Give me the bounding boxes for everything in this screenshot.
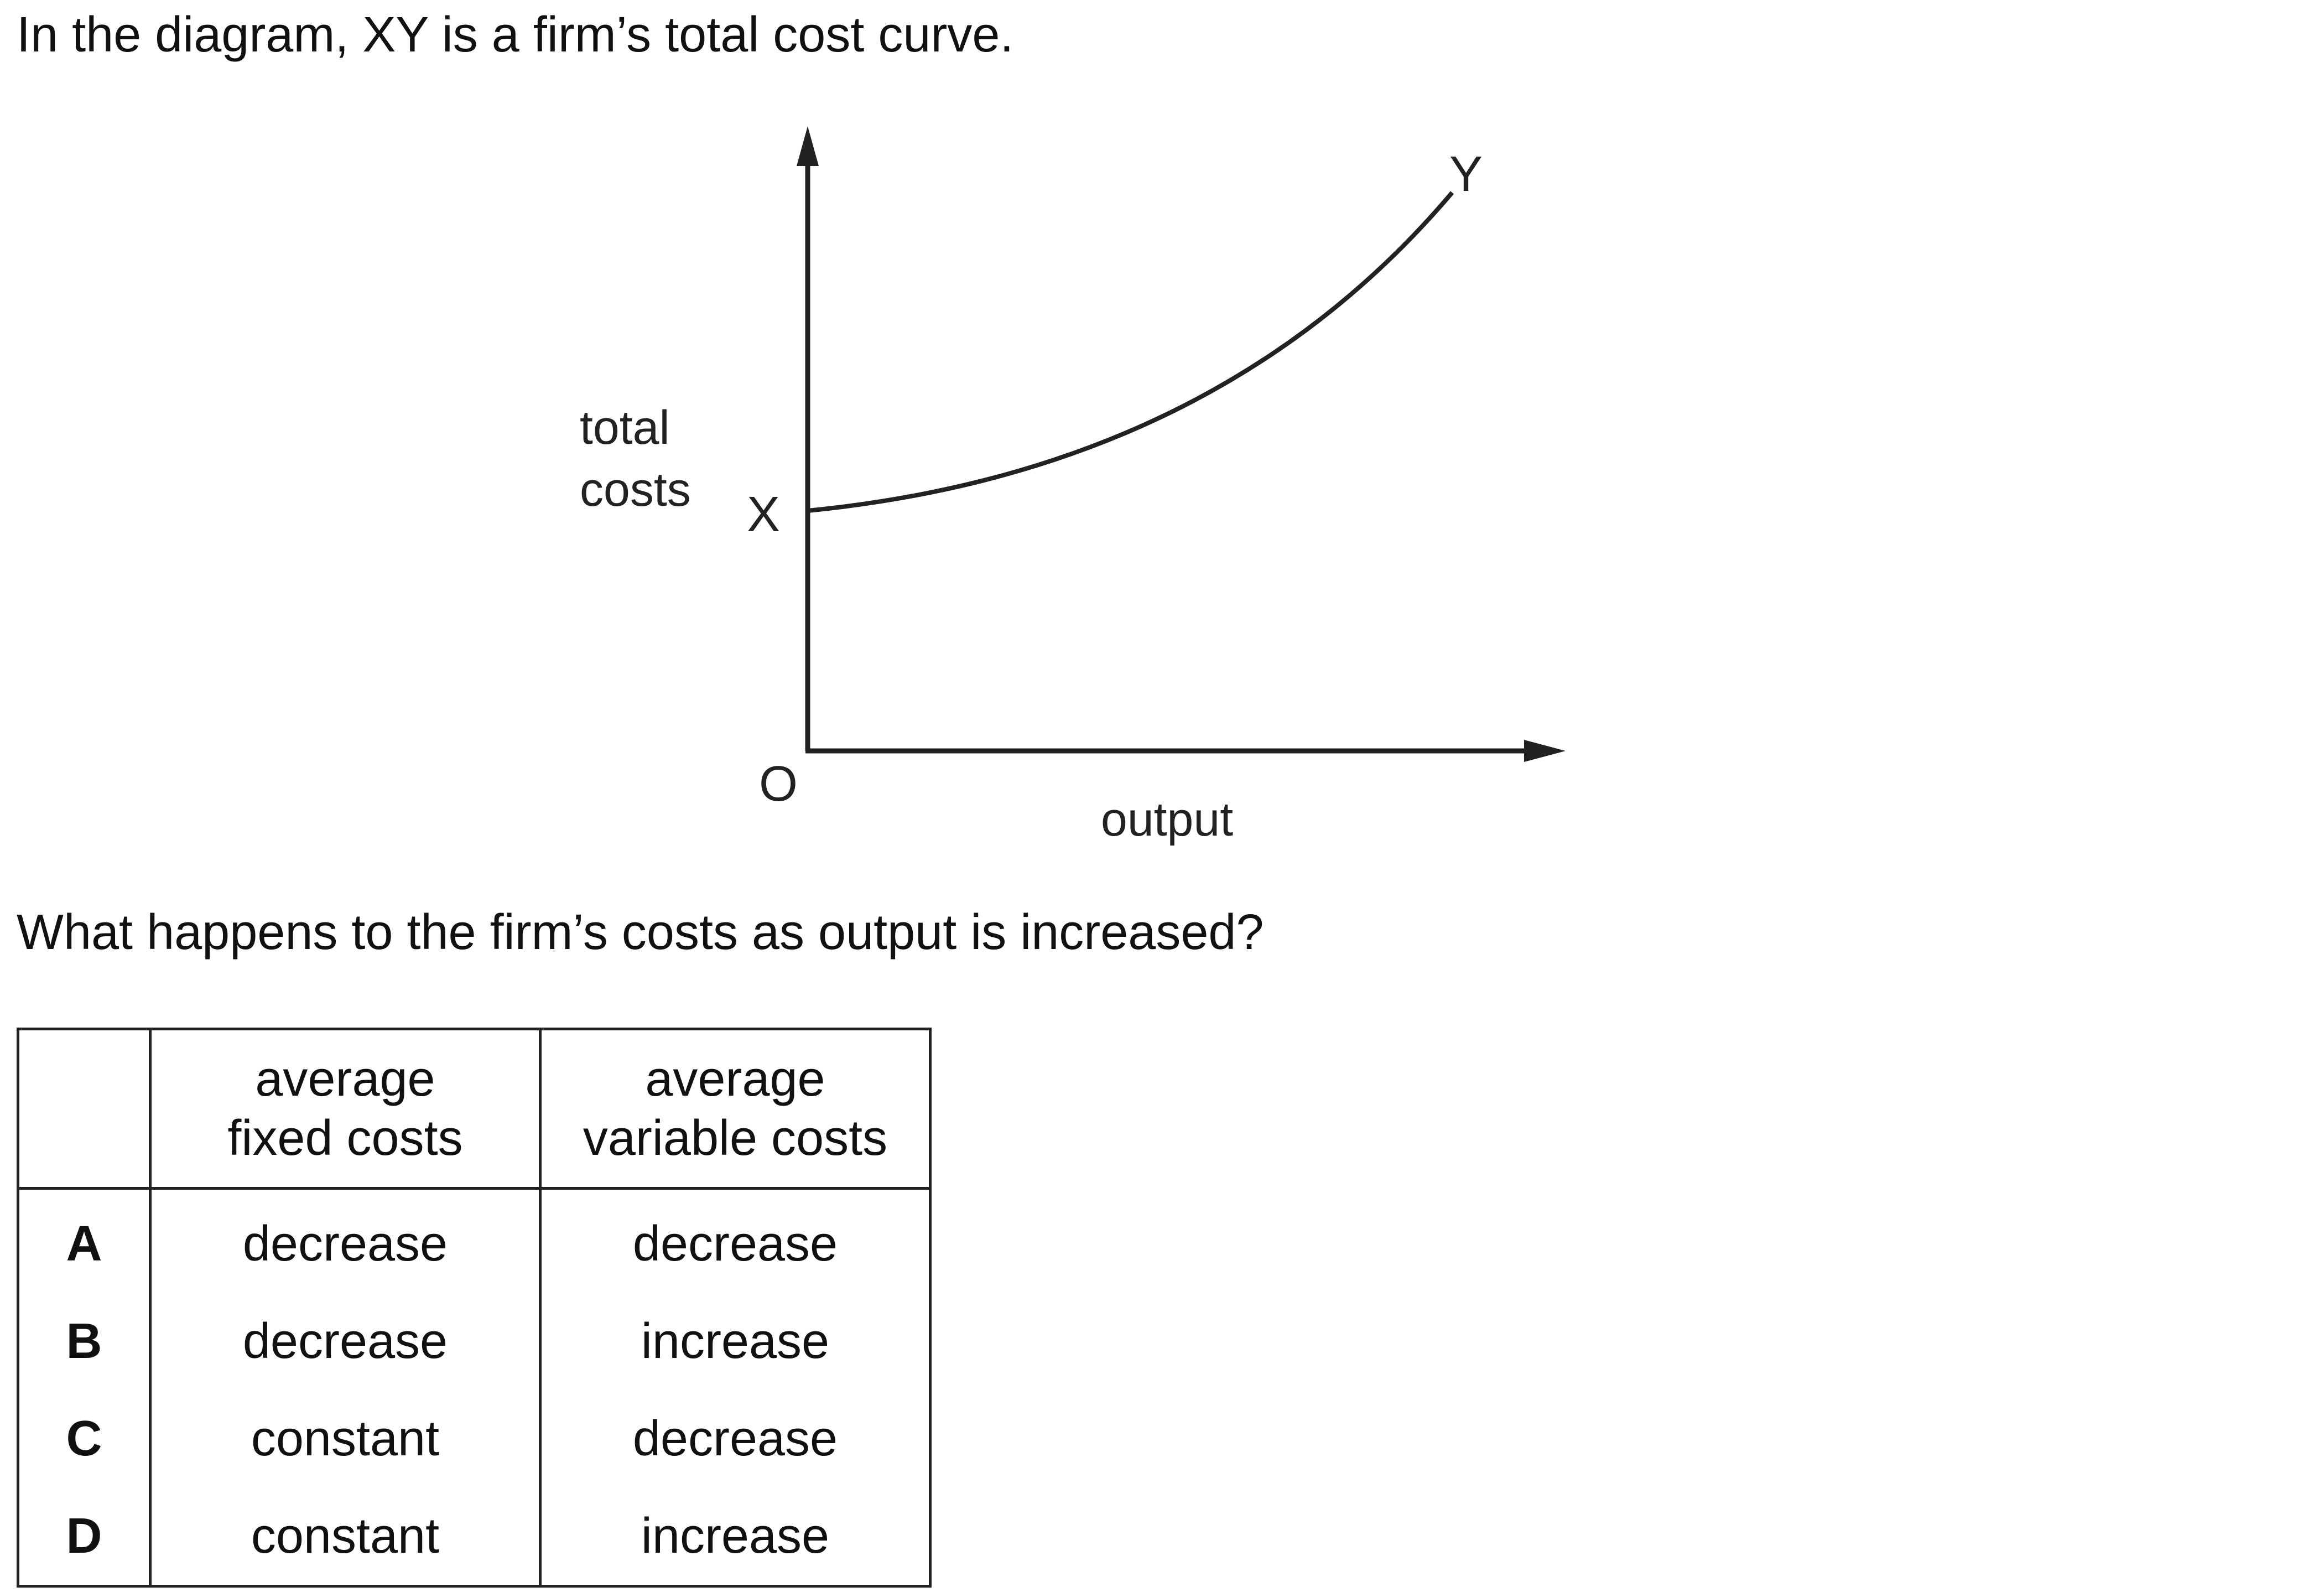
header-average-variable-costs: average variable costs — [539, 1028, 932, 1190]
header-avc-line2: variable costs — [583, 1110, 888, 1166]
y-axis-arrowhead — [797, 126, 819, 166]
option-afc: decrease — [149, 1187, 542, 1293]
table-row: D constant increase — [17, 1487, 932, 1588]
table-row: C constant decrease — [17, 1390, 932, 1487]
option-letter: D — [17, 1487, 152, 1588]
option-avc: decrease — [539, 1187, 932, 1293]
point-x-label: X — [747, 487, 780, 542]
intro-text: In the diagram, XY is a firm’s total cos… — [17, 7, 1014, 63]
option-avc: increase — [539, 1487, 932, 1588]
question-text: What happens to the firm’s costs as outp… — [17, 905, 1264, 960]
answer-options-table: average fixed costs average variable cos… — [17, 1028, 932, 1588]
header-letter-cell — [17, 1028, 152, 1190]
header-average-fixed-costs: average fixed costs — [149, 1028, 542, 1190]
y-axis-label-line2: costs — [580, 463, 691, 516]
header-avc-line1: average — [645, 1051, 825, 1107]
table-row: B decrease increase — [17, 1293, 932, 1390]
option-avc: increase — [539, 1293, 932, 1390]
x-axis-arrowhead — [1524, 740, 1566, 762]
header-afc-line1: average — [255, 1051, 435, 1107]
option-afc: constant — [149, 1390, 542, 1487]
table-row: A decrease decrease — [17, 1187, 932, 1293]
option-avc: decrease — [539, 1390, 932, 1487]
origin-label: O — [759, 756, 798, 812]
point-y-label: Y — [1449, 147, 1483, 202]
option-letter: C — [17, 1390, 152, 1487]
total-cost-diagram: total costs X Y O output — [580, 126, 1566, 846]
table-header-row: average fixed costs average variable cos… — [17, 1028, 932, 1190]
x-axis-label: output — [1101, 793, 1233, 846]
y-axis-label-line1: total — [580, 401, 670, 454]
header-afc-line2: fixed costs — [227, 1110, 463, 1166]
option-letter: B — [17, 1293, 152, 1390]
option-afc: constant — [149, 1487, 542, 1588]
option-afc: decrease — [149, 1293, 542, 1390]
option-letter: A — [17, 1187, 152, 1293]
total-cost-curve — [807, 191, 1454, 513]
